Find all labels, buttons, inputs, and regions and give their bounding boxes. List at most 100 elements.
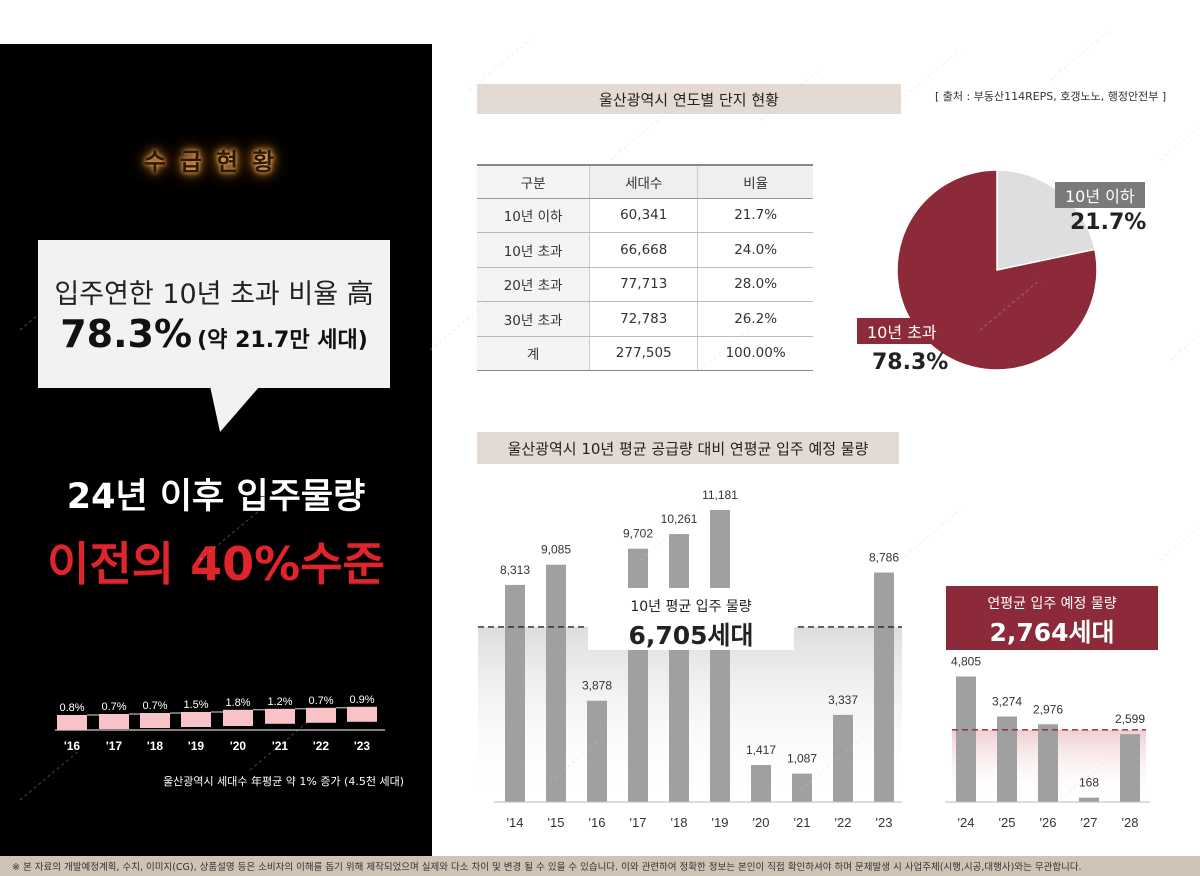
complex-status-table: 구분 세대수 비율 10년 이하 60,341 21.7% 10년 초과 66,… <box>477 164 813 371</box>
x-tick-label: '17 <box>630 815 647 830</box>
bar-value-label: 2,976 <box>1033 702 1063 716</box>
bar <box>546 564 566 802</box>
average-supply-callout: 10년 평균 입주 물량 6,705세대 <box>588 588 794 650</box>
mini-bar <box>140 713 170 728</box>
table-cell: 28.0% <box>697 267 813 302</box>
x-tick-label: '28 <box>1122 815 1139 830</box>
mini-x-tick-label: '16 <box>64 739 81 753</box>
headline-white: 24년 이후 입주물량 <box>66 477 366 517</box>
table-total-row: 계 277,505 100.00% <box>477 336 813 371</box>
table-row: 20년 초과 77,713 28.0% <box>477 267 813 302</box>
supply-bar-chart: 8,313 '14 9,085 '15 3,878 '16 9,702 '17 10,261 '1… <box>478 488 1150 830</box>
mini-x-tick-label: '23 <box>354 739 371 753</box>
x-tick-label: '18 <box>671 815 688 830</box>
bar-value-label: 3,878 <box>582 679 612 693</box>
table-cell: 10년 초과 <box>477 232 591 268</box>
bubble-percent: 78.3% <box>60 312 193 356</box>
bar <box>956 676 976 802</box>
speech-bubble: 입주연한 10년 초과 비율 高 78.3% (약 21.7만 세대) <box>38 240 390 388</box>
bubble-tail <box>210 386 260 432</box>
bar-value-label: 168 <box>1079 776 1099 790</box>
disclaimer-footer: ※ 본 자료의 개발예정계획, 수치, 이미지(CG), 상품설명 등은 소비자… <box>0 856 1200 876</box>
bar <box>1038 724 1058 802</box>
x-tick-label: '26 <box>1040 815 1057 830</box>
pie-slice <box>896 169 1098 371</box>
mini-bar <box>347 706 377 722</box>
table-section-header: 울산광역시 연도별 단지 현황 <box>477 84 901 114</box>
x-tick-label: '23 <box>876 815 893 830</box>
bar-value-label: 2,599 <box>1115 712 1145 726</box>
mini-x-tick-label: '22 <box>313 739 330 753</box>
table-cell: 24.0% <box>697 232 813 268</box>
bar-value-label: 9,085 <box>541 543 571 557</box>
pie-percent-over10: 78.3% <box>872 350 949 375</box>
bar-value-label: 1,087 <box>787 752 817 766</box>
average-supply-value: 6,705세대 <box>628 621 754 650</box>
bar-value-label: 3,337 <box>828 693 858 707</box>
x-tick-label: '24 <box>958 815 975 830</box>
table-cell: 26.2% <box>697 301 813 337</box>
mini-bar <box>265 708 295 724</box>
bar <box>505 584 525 802</box>
panel-title: 수급현황 <box>143 148 289 176</box>
table-cell: 60,341 <box>589 198 699 233</box>
planned-supply-label: 연평균 입주 예정 물량 <box>987 596 1117 612</box>
table-cell: 20년 초과 <box>477 267 591 302</box>
x-tick-label: '16 <box>589 815 606 830</box>
mini-value-label: 0.9% <box>349 694 374 706</box>
mini-value-label: 0.7% <box>308 695 333 707</box>
mini-bar <box>181 712 211 727</box>
bar <box>587 700 607 802</box>
bar-section-header: 울산광역시 10년 평균 공급량 대비 연평균 입주 예정 물량 <box>477 432 899 464</box>
bar <box>751 764 771 802</box>
table-cell: 10년 이하 <box>477 198 591 233</box>
bar <box>997 716 1017 802</box>
mini-x-tick-label: '20 <box>230 739 247 753</box>
x-tick-label: '14 <box>507 815 524 830</box>
bar-value-label: 4,805 <box>951 655 981 669</box>
pie-label-under10: 10년 이하 <box>1055 182 1145 208</box>
mini-x-tick-label: '18 <box>147 739 164 753</box>
column-header: 세대수 <box>589 164 699 199</box>
table-row: 10년 이하 60,341 21.7% <box>477 198 813 233</box>
bar-value-label: 9,702 <box>623 527 653 541</box>
bubble-stat: 78.3% (약 21.7만 세대) <box>38 312 390 356</box>
mini-bar <box>306 707 336 723</box>
left-panel: 수급현황 입주연한 10년 초과 비율 高 78.3% (약 21.7만 세대)… <box>0 44 432 856</box>
x-tick-label: '27 <box>1081 815 1098 830</box>
planned-supply-value: 2,764세대 <box>989 618 1115 647</box>
headline-red: 이전의 40%수준 <box>47 537 385 591</box>
planned-supply-callout: 연평균 입주 예정 물량 2,764세대 <box>946 586 1158 650</box>
mini-bar <box>57 715 87 730</box>
table-cell: 77,713 <box>589 267 699 302</box>
bar <box>792 773 812 802</box>
bar-value-label: 11,181 <box>702 488 738 502</box>
mini-bar <box>223 709 253 726</box>
source-note: [ 출처 : 부동산114REPS, 호갱노노, 행정안전부 ] <box>935 90 1167 103</box>
pie-label-over10: 10년 초과 <box>857 318 947 344</box>
table-cell: 21.7% <box>697 198 813 233</box>
column-header: 비율 <box>697 164 813 199</box>
table-cell: 277,505 <box>589 336 699 371</box>
mini-x-tick-label: '21 <box>272 739 289 753</box>
x-tick-label: '25 <box>999 815 1016 830</box>
mini-value-label: 0.7% <box>101 701 126 713</box>
mini-x-tick-label: '17 <box>106 739 123 753</box>
bar <box>1120 734 1140 802</box>
bubble-subtext: (약 21.7만 세대) <box>197 328 368 353</box>
x-tick-label: '21 <box>794 815 811 830</box>
bar-value-label: 8,313 <box>500 563 530 577</box>
bubble-headline: 입주연한 10년 초과 비율 高 <box>54 279 374 310</box>
bar-value-label: 10,261 <box>661 512 698 526</box>
bar <box>628 548 648 802</box>
table-header-row: 구분 세대수 비율 <box>477 164 813 199</box>
bar <box>1079 797 1099 802</box>
pie-percent-under10: 21.7% <box>1070 210 1147 235</box>
bar-value-label: 1,417 <box>746 743 776 757</box>
mini-value-label: 0.8% <box>59 702 84 714</box>
average-supply-label: 10년 평균 입주 물량 <box>630 599 752 615</box>
bar-value-label: 3,274 <box>992 694 1022 708</box>
table-row: 10년 초과 66,668 24.0% <box>477 232 813 268</box>
mini-value-label: 1.8% <box>225 697 250 709</box>
x-tick-label: '15 <box>548 815 565 830</box>
